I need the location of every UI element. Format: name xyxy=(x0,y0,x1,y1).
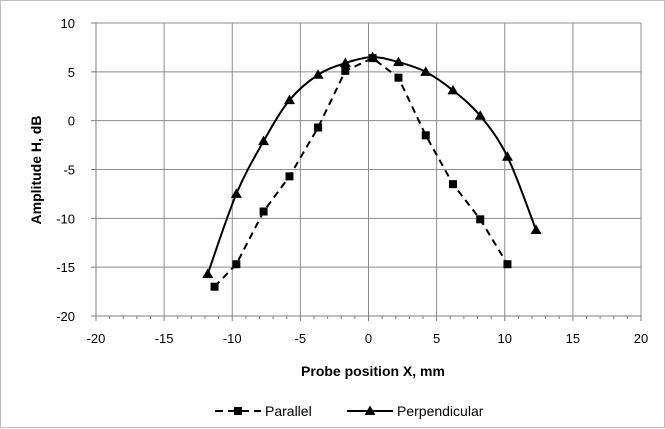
data-point-parallel xyxy=(421,131,430,140)
data-point-parallel xyxy=(232,260,241,269)
data-point-parallel xyxy=(259,207,268,216)
data-point-parallel xyxy=(448,180,457,189)
data-point-perpendicular xyxy=(202,268,214,279)
grid xyxy=(96,22,642,316)
y-tick-label: -15 xyxy=(56,260,75,275)
data-point-perpendicular xyxy=(501,151,513,161)
series xyxy=(202,51,542,291)
x-tick-label: 15 xyxy=(566,331,580,346)
legend-label-parallel: Parallel xyxy=(265,403,312,419)
y-tick-label: 5 xyxy=(68,65,75,80)
legend-item-perpendicular: Perpendicular xyxy=(347,403,484,419)
tick-labels: -20 -15 -10 -5 0 5 10 15 20 -20 -15 -10 -5 0 5 10 xyxy=(56,16,648,346)
y-tick-label: -20 xyxy=(56,309,75,324)
axes xyxy=(91,22,642,321)
data-point-parallel xyxy=(314,123,323,132)
data-point-perpendicular xyxy=(258,135,270,146)
y-tick-label: -10 xyxy=(56,211,75,226)
series-line-perpendicular xyxy=(206,56,538,275)
data-point-parallel xyxy=(210,282,219,291)
legend-marker-perpendicular xyxy=(364,405,376,415)
y-axis-title: Amplitude H, dB xyxy=(28,116,44,225)
legend-marker-parallel xyxy=(234,407,242,415)
x-tick-label: -5 xyxy=(295,331,307,346)
data-point-perpendicular xyxy=(392,56,404,67)
data-point-perpendicular xyxy=(530,224,542,235)
x-tick-label: -10 xyxy=(223,331,242,346)
x-tick-label: 0 xyxy=(365,331,372,346)
data-point-perpendicular xyxy=(230,188,242,198)
data-point-perpendicular xyxy=(283,94,295,105)
y-tick-label: 0 xyxy=(68,114,75,129)
series-line-parallel xyxy=(213,56,509,288)
x-axis-title: Probe position X, mm xyxy=(301,363,445,379)
x-tick-label: 20 xyxy=(634,331,648,346)
data-point-perpendicular xyxy=(474,110,486,120)
data-point-perpendicular xyxy=(312,69,324,79)
data-point-parallel xyxy=(503,260,512,269)
data-point-perpendicular xyxy=(367,51,379,62)
legend-item-parallel: Parallel xyxy=(215,403,312,419)
legend-label-perpendicular: Perpendicular xyxy=(397,403,484,419)
data-point-parallel xyxy=(285,172,294,181)
data-point-perpendicular xyxy=(420,66,432,76)
data-point-parallel xyxy=(394,73,403,82)
data-point-parallel xyxy=(341,66,350,75)
data-point-perpendicular xyxy=(339,57,351,68)
y-tick-label: -5 xyxy=(63,163,75,178)
data-point-parallel xyxy=(476,215,485,224)
x-tick-label: 10 xyxy=(498,331,512,346)
x-tick-label: -15 xyxy=(155,331,174,346)
x-tick-label: -20 xyxy=(87,331,106,346)
data-point-perpendicular xyxy=(447,84,459,95)
legend: Parallel Perpendicular xyxy=(215,403,484,419)
y-tick-label: 10 xyxy=(61,16,75,31)
x-tick-label: 5 xyxy=(433,331,440,346)
